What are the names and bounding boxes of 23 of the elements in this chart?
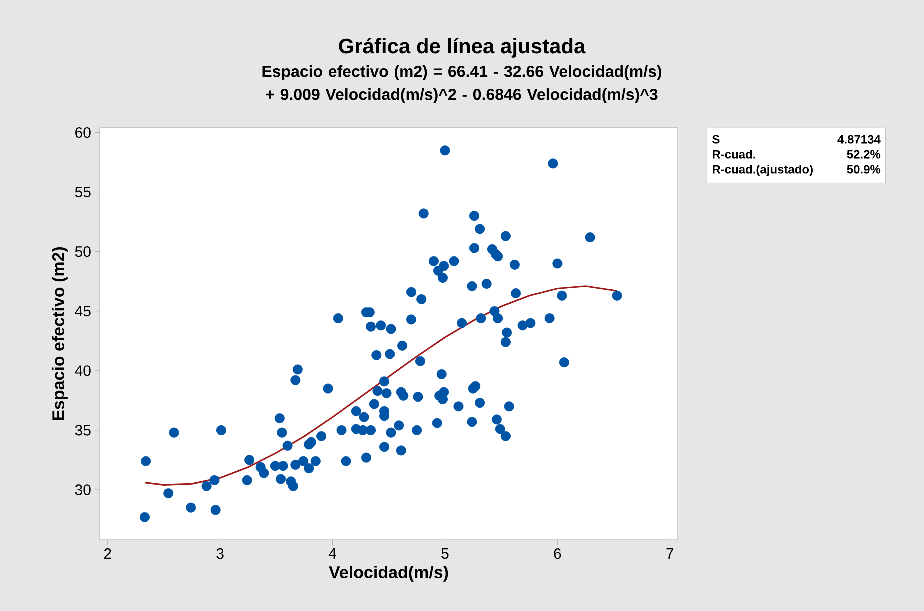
chart-subtitle: Espacio efectivo (m2) = 66.41 - 32.66 Velocidad(m/s) + 9.009 Velocidad(m/s)^2 - 0.6846 Velocidad(m/s)^3	[262, 66, 662, 104]
x-tick-label: 2	[104, 548, 112, 560]
text: 50.9%	[847, 165, 881, 174]
x-tick-label: 4	[328, 548, 337, 559]
text: 4.87134	[838, 135, 881, 144]
x-tick-label: 5	[442, 548, 449, 559]
x-tick-label: 3	[216, 548, 224, 560]
text: R-cuad.(ajustado)	[713, 165, 813, 176]
y-tick-label: 60	[76, 127, 91, 138]
x-tick-label: 6	[554, 548, 562, 560]
chart-title: Gráfica de línea ajustada	[339, 38, 586, 58]
y-tick-label: 35	[75, 425, 91, 436]
x-axis-title: Velocidad(m/s)	[329, 566, 448, 582]
y-tick-label: 55	[75, 187, 91, 198]
text: R-cuad.	[713, 150, 756, 159]
x-tick-label: 7	[666, 548, 674, 559]
y-tick-label: 40	[75, 366, 91, 376]
text: S	[712, 135, 720, 144]
y-tick-label: 50	[75, 246, 91, 258]
y-axis-title: Espacio efectivo (m2)	[52, 247, 68, 420]
text: 52.2%	[847, 150, 881, 159]
y-tick-label: 30	[75, 484, 91, 496]
y-tick-label: 45	[75, 306, 91, 317]
